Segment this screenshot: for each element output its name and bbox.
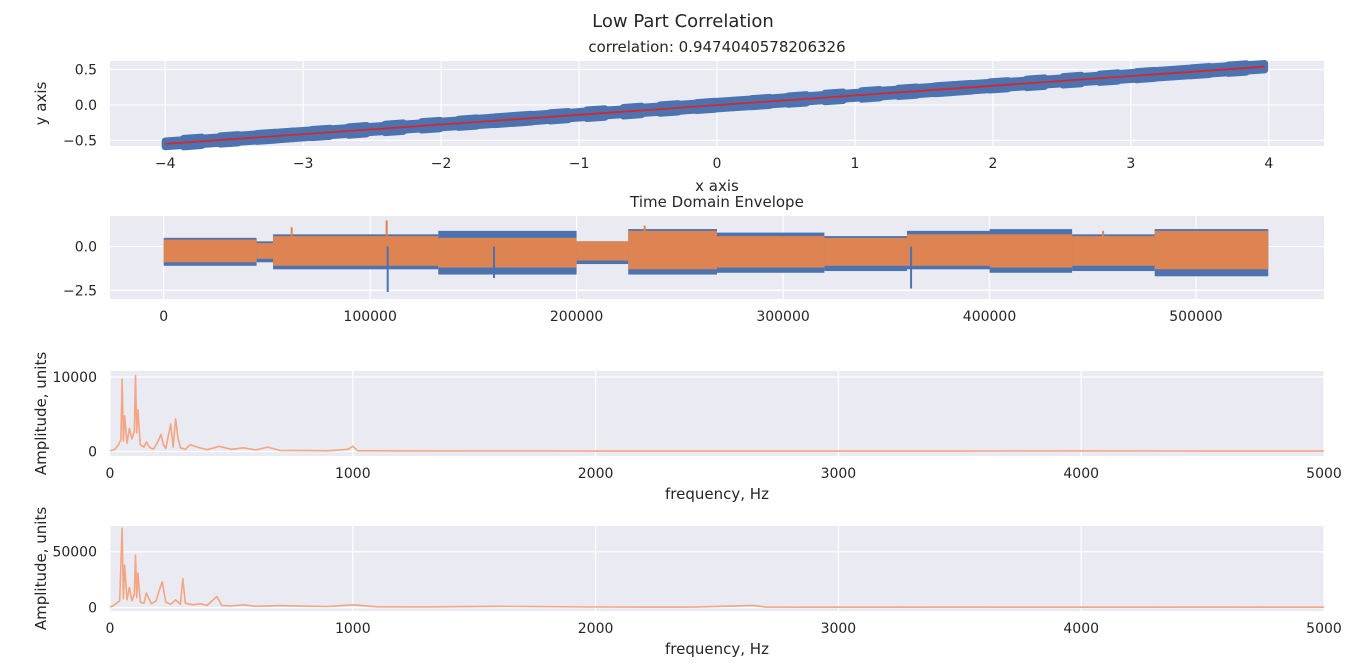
x-tick-label: 3000 <box>821 466 857 482</box>
y-axis-label: Amplitude, units <box>32 352 50 475</box>
x-tick-label: 0 <box>159 309 168 325</box>
x-axis-label: x axis <box>695 177 739 195</box>
x-tick-label: 500000 <box>1169 309 1222 325</box>
envelope-channel-b <box>824 237 907 266</box>
y-tick-label: 0.5 <box>75 63 97 79</box>
y-tick-label: 0 <box>88 601 97 617</box>
x-tick-label: 2000 <box>578 466 614 482</box>
tick-labels: −4 −3 −2 −1 0 1 2 3 4 −0.5 0.0 0.5 <box>63 63 1273 173</box>
x-tick-label: 5000 <box>1306 621 1342 637</box>
plot-marks <box>161 60 1269 151</box>
tick-labels: 0 1000 2000 3000 4000 5000 0 10000 <box>52 370 1341 482</box>
x-tick-label: −2 <box>431 156 452 172</box>
y-axis-label: y axis <box>32 81 50 125</box>
x-tick-label: 3000 <box>821 621 857 637</box>
y-tick-label: 10000 <box>52 370 97 386</box>
plot-marks <box>109 527 1325 608</box>
x-tick-label: 0 <box>106 466 115 482</box>
figure-suptitle: Low Part Correlation <box>592 11 774 32</box>
x-tick-label: 0 <box>713 156 722 172</box>
x-axis-label: frequency, Hz <box>665 640 769 658</box>
panel-title: Time Domain Envelope <box>629 193 804 211</box>
spectrum-line <box>109 374 1324 452</box>
correlation-scatter-panel: −4 −3 −2 −1 0 1 2 3 4 −0.5 0.0 0.5 correlation: 0.9… <box>32 38 1324 195</box>
y-tick-label: −2.5 <box>63 283 97 299</box>
plot-background <box>110 371 1324 456</box>
x-tick-label: 2 <box>988 156 997 172</box>
x-tick-label: 1000 <box>335 466 371 482</box>
x-tick-label: 5000 <box>1306 466 1342 482</box>
regression-line <box>165 65 1265 145</box>
x-axis-label: frequency, Hz <box>665 485 769 503</box>
y-tick-label: 0 <box>88 445 97 461</box>
envelope-channel-b <box>628 230 717 270</box>
x-tick-label: −4 <box>155 156 176 172</box>
envelope-channel-b <box>273 236 439 266</box>
y-tick-label: 50000 <box>52 545 97 561</box>
x-tick-label: 200000 <box>550 309 603 325</box>
plot-marks <box>109 374 1324 452</box>
envelope-channel-b <box>256 243 274 259</box>
x-tick-label: 400000 <box>963 309 1016 325</box>
x-tick-label: 100000 <box>343 309 396 325</box>
envelope-channel-b <box>1072 236 1155 266</box>
envelope-channel-b <box>1154 230 1269 270</box>
spectrum-panel-1: 0 1000 2000 3000 4000 5000 0 10000 frequency, H… <box>32 352 1342 503</box>
time-domain-envelope-panel: 0 100000 200000 300000 400000 500000 −2.5 0.0 T… <box>63 193 1324 325</box>
envelope-channel-b <box>163 239 257 263</box>
envelope-channel-b <box>906 234 990 266</box>
y-tick-label: −0.5 <box>63 133 97 149</box>
y-axis-label: Amplitude, units <box>32 507 50 630</box>
x-tick-label: 4000 <box>1063 621 1099 637</box>
x-tick-label: 1000 <box>335 621 371 637</box>
plot-marks <box>163 220 1269 293</box>
envelope-channel-b <box>989 234 1073 268</box>
x-tick-label: 300000 <box>756 309 809 325</box>
envelope-channel-b <box>717 236 825 268</box>
plot-background <box>110 526 1324 611</box>
x-tick-label: 4 <box>1264 156 1273 172</box>
envelope-channel-b <box>576 241 629 261</box>
x-tick-label: 2000 <box>578 621 614 637</box>
y-tick-label: 0.0 <box>75 98 97 114</box>
spectrum-line <box>109 527 1325 608</box>
x-tick-label: 1 <box>850 156 859 172</box>
panel-title: correlation: 0.9474040578206326 <box>588 38 845 56</box>
x-tick-label: 4000 <box>1063 466 1099 482</box>
x-tick-label: −1 <box>569 156 590 172</box>
x-tick-label: 3 <box>1126 156 1135 172</box>
y-tick-label: 0.0 <box>75 240 97 256</box>
envelope-channel-b <box>438 237 577 268</box>
tick-labels: 0 100000 200000 300000 400000 500000 −2.5 0.0 <box>63 240 1223 325</box>
x-tick-label: 0 <box>106 621 115 637</box>
x-tick-label: −3 <box>293 156 314 172</box>
